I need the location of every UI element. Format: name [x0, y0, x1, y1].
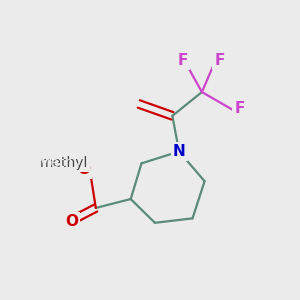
Text: F: F — [178, 53, 188, 68]
Text: F: F — [214, 53, 225, 68]
Text: F: F — [234, 101, 245, 116]
Text: O: O — [77, 162, 90, 177]
Text: methyl: methyl — [4, 155, 53, 169]
Text: O: O — [65, 214, 78, 229]
Text: methyl: methyl — [39, 156, 88, 170]
Text: N: N — [173, 144, 185, 159]
Text: methyl: methyl — [38, 156, 86, 170]
